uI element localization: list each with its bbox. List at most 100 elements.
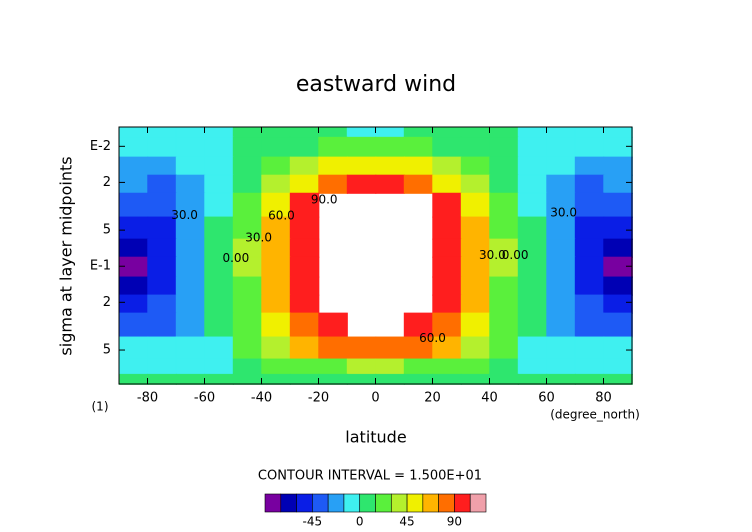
contour-cell <box>147 126 177 138</box>
contour-cell <box>261 256 291 278</box>
colorbar-swatch <box>327 493 345 513</box>
contour-cell <box>603 294 633 314</box>
contour-cell <box>574 256 605 278</box>
contour-cell <box>289 126 320 138</box>
contour-cell <box>175 336 206 360</box>
contour-cell <box>517 312 548 338</box>
contour-cell <box>318 174 348 194</box>
contour-cell <box>432 276 462 296</box>
contour-cell <box>574 126 605 138</box>
colorbar-swatch <box>312 493 329 513</box>
contour-cell <box>403 126 434 138</box>
contour-cell <box>147 373 177 385</box>
contour-cell <box>204 192 234 218</box>
contour-cell <box>603 174 633 194</box>
contour-cell <box>460 192 491 218</box>
contour-cell <box>289 294 320 314</box>
contour-cell <box>517 336 548 360</box>
contour-cell <box>289 192 320 218</box>
contour-cell <box>517 276 548 296</box>
x-tick-label: 80 <box>595 391 612 406</box>
contour-cell <box>175 238 206 258</box>
contour-cell <box>574 216 605 240</box>
contour-cell <box>375 336 405 360</box>
contour-cell <box>403 358 434 375</box>
contour-cell <box>489 373 519 385</box>
contour-cell <box>118 294 149 314</box>
contour-cell <box>175 126 206 138</box>
contour-cell <box>546 373 576 385</box>
contour-cell <box>175 373 206 385</box>
contour-field <box>118 126 633 385</box>
contour-cell <box>574 192 605 218</box>
contour-cell <box>118 256 149 278</box>
contour-cell <box>232 126 263 138</box>
contour-cell <box>603 156 633 176</box>
contour-cell <box>147 276 177 296</box>
contour-cell <box>460 336 491 360</box>
contour-cell <box>232 156 263 176</box>
contour-cell <box>318 312 348 338</box>
contour-cell <box>603 136 633 158</box>
contour-cell <box>546 336 576 360</box>
contour-cell <box>574 294 605 314</box>
contour-cell <box>261 373 291 385</box>
contour-label: 30.0 <box>550 206 577 220</box>
colorbar-tick-label: 0 <box>356 515 364 529</box>
contour-cell <box>489 192 519 218</box>
contour-cell <box>375 136 405 158</box>
contour-cell <box>204 126 234 138</box>
contour-cell <box>232 174 263 194</box>
contour-cell <box>546 174 576 194</box>
contour-cell <box>261 336 291 360</box>
contour-cell <box>574 336 605 360</box>
x-tick-label: 0 <box>371 391 379 406</box>
contour-cell <box>261 358 291 375</box>
x-tick-label: 60 <box>538 391 555 406</box>
contour-cell <box>460 136 491 158</box>
contour-cell <box>517 136 548 158</box>
contour-cell <box>232 373 263 385</box>
contour-cell <box>603 312 633 338</box>
contour-cell <box>603 256 633 278</box>
contour-cell <box>147 174 177 194</box>
colorbar-swatch <box>343 493 361 513</box>
contour-cell <box>603 336 633 360</box>
colorbar-swatch <box>454 493 471 513</box>
contour-cell <box>204 216 234 240</box>
colorbar-swatch <box>296 493 313 513</box>
contour-cell <box>261 276 291 296</box>
contour-cell <box>432 156 462 176</box>
contour-cell <box>517 192 548 218</box>
y-tick-label: 5 <box>103 223 111 238</box>
contour-cell <box>118 312 149 338</box>
contour-cell <box>289 156 320 176</box>
contour-cell <box>175 358 206 375</box>
colorbar-tick-label: 45 <box>399 515 414 529</box>
contour-cell <box>403 312 434 338</box>
contour-cell <box>204 336 234 360</box>
contour-cell <box>432 373 462 385</box>
contour-cell <box>574 238 605 258</box>
y-units: (1) <box>92 400 109 414</box>
contour-cell <box>546 256 576 278</box>
y-tick-label: E-1 <box>90 259 111 274</box>
contour-cell <box>603 192 633 218</box>
contour-cell <box>261 126 291 138</box>
contour-cell <box>175 192 206 218</box>
colorbar-swatch <box>438 493 455 513</box>
contour-cell <box>460 276 491 296</box>
contour-cell <box>289 238 320 258</box>
contour-cell <box>232 276 263 296</box>
contour-cell <box>204 156 234 176</box>
contour-cell <box>460 373 491 385</box>
contour-cell <box>232 294 263 314</box>
contour-cell <box>546 126 576 138</box>
x-units: (degree_north) <box>550 408 640 422</box>
contour-cell <box>460 126 491 138</box>
contour-cell <box>204 276 234 296</box>
colorbar-tick-label: -45 <box>303 515 323 529</box>
contour-cell <box>147 294 177 314</box>
contour-cell <box>432 136 462 158</box>
contour-cell <box>489 336 519 360</box>
